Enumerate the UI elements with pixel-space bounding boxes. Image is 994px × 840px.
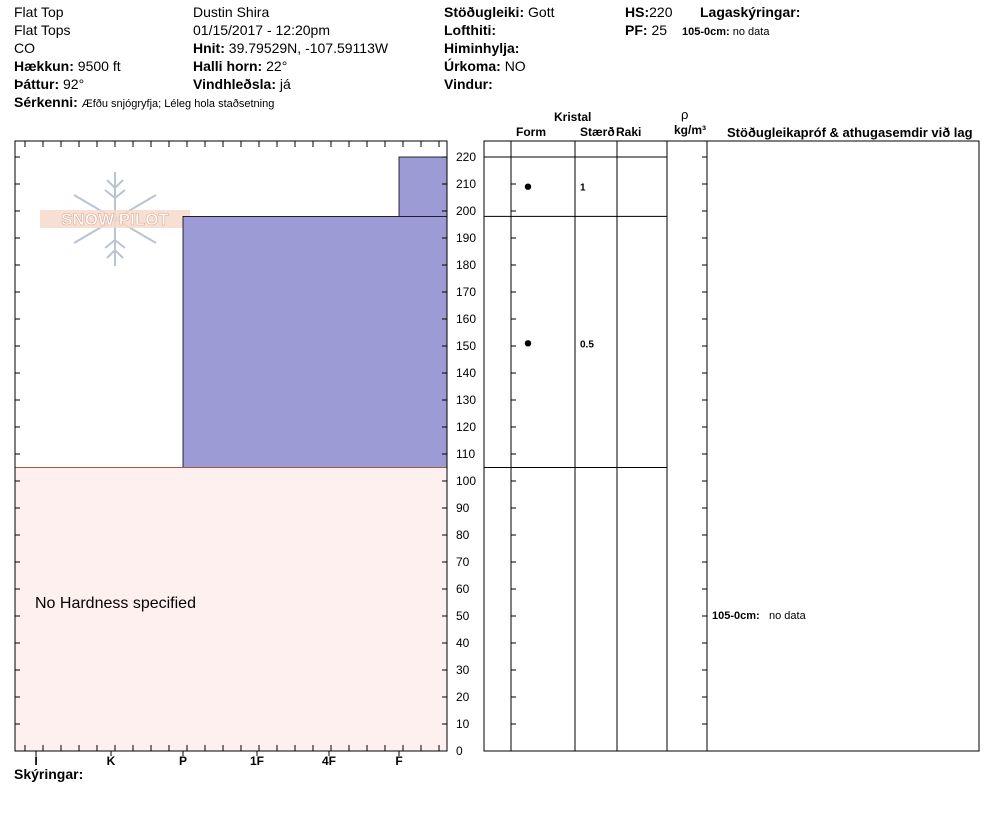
- hs-value: 220: [649, 4, 673, 20]
- depth-tick-label: 190: [456, 231, 476, 245]
- coords-value: 39.79529N, -107.59113W: [228, 40, 389, 56]
- observer: Dustin Shira: [193, 4, 270, 20]
- col-form: Form: [516, 125, 546, 139]
- depth-tick-label: 130: [456, 393, 476, 407]
- hardness-tick-label: 4F: [322, 754, 336, 768]
- slope-value: 22°: [266, 58, 288, 74]
- features: Sérkenni: Æfðu snjógryfja; Léleg hola st…: [14, 94, 274, 112]
- stability-label: Stöðugleiki:: [444, 4, 525, 20]
- layer-bar-0: [398, 156, 448, 217]
- depth-tick-label: 220: [456, 150, 476, 164]
- depth-tick-label: 60: [456, 582, 470, 596]
- depth-tick-label: 170: [456, 285, 476, 299]
- depth-tick-label: 30: [456, 663, 470, 677]
- depth-tick-label: 180: [456, 258, 476, 272]
- layer-note-text: no data: [732, 26, 770, 38]
- col-comments: Stöðugleikapróf & athugasemdir við lag: [727, 125, 973, 140]
- depth-tick-label: 90: [456, 501, 470, 515]
- hardness-tick-label: K: [107, 754, 116, 768]
- depth-tick-label: 160: [456, 312, 476, 326]
- col-size: Stærð: [580, 125, 615, 139]
- chart-axes: 0 10 20 30 40 50 60 70 80 90 100 110 120 130 140 150 160…: [14, 140, 476, 768]
- col-density-symbol: ρ: [681, 107, 689, 122]
- range: Flat Tops: [14, 22, 71, 38]
- layer-bars: [15, 156, 448, 751]
- precip: Úrkoma: NO: [444, 58, 526, 74]
- hardness-tick-label: F: [395, 754, 402, 768]
- layer-bar-1: [182, 215, 448, 468]
- depth-tick-label: 50: [456, 609, 470, 623]
- elevation-label: Hækkun:: [14, 58, 74, 74]
- depth-tick-label: 20: [456, 690, 470, 704]
- col-moisture: Raki: [616, 125, 642, 139]
- grain-form-1: [524, 340, 532, 347]
- layer-notes-label: Lagaskýringar:: [700, 4, 801, 20]
- layer-note-range: 105-0cm:: [682, 26, 730, 38]
- layer-bar-2: [15, 467, 447, 751]
- depth-tick-label: 70: [456, 555, 470, 569]
- hs-label: HS:: [625, 4, 650, 20]
- depth-tick-label: 120: [456, 420, 476, 434]
- pf-value: 25: [651, 22, 668, 38]
- hardness-frame: [14, 140, 448, 752]
- col-density-unit: kg/m³: [674, 123, 707, 137]
- precip-value: NO: [504, 58, 526, 74]
- wind-label: Vindur:: [444, 76, 493, 92]
- depth-tick-label: 150: [456, 339, 476, 353]
- air-temp-label: Lofthiti:: [444, 22, 497, 38]
- hardness-tick-label: P: [179, 754, 187, 768]
- depth-tick-label: 210: [456, 177, 476, 191]
- grain-form-0: [524, 183, 532, 190]
- wind-loading: Vindhleðsla: já: [193, 76, 291, 92]
- depth-tick-label: 0: [456, 744, 463, 758]
- wind-loading-label: Vindhleðsla:: [193, 76, 276, 92]
- elevation-value: 9500 ft: [77, 58, 121, 74]
- aspect-value: 92°: [63, 76, 85, 92]
- stability: Stöðugleiki: Gott: [444, 4, 554, 20]
- slope-label: Halli horn:: [193, 58, 263, 74]
- comment-text: no data: [769, 610, 807, 622]
- wind-loading-value: já: [279, 76, 291, 92]
- location: Flat Top: [14, 4, 64, 20]
- elevation: Hækkun: 9500 ft: [14, 58, 121, 74]
- table-frame: [483, 140, 980, 752]
- hs: HS:220: [625, 4, 672, 20]
- aspect-label: Þáttur:: [14, 76, 60, 92]
- depth-tick-label: 10: [456, 717, 470, 731]
- depth-tick-label: 110: [456, 447, 475, 461]
- depth-tick-label: 200: [456, 204, 476, 218]
- layer-note: 105-0cm: no data: [682, 24, 769, 40]
- precip-label: Úrkoma:: [444, 58, 501, 74]
- col-crystal: Kristal: [554, 110, 592, 124]
- depth-tick-label: 100: [456, 474, 476, 488]
- coords-label: Hnit:: [193, 40, 225, 56]
- features-value: Æfðu snjógryfja; Léleg hola staðsetning: [81, 98, 275, 110]
- coords: Hnit: 39.79529N, -107.59113W: [193, 40, 388, 56]
- grain-size-0: 1: [580, 183, 586, 194]
- datetime: 01/15/2017 - 12:20pm: [193, 22, 330, 38]
- aspect: Þáttur: 92°: [14, 76, 84, 92]
- features-label: Sérkenni:: [14, 94, 78, 110]
- sky-label: Himinhylja:: [444, 40, 520, 56]
- slope: Halli horn: 22°: [193, 58, 287, 74]
- pf-label: PF:: [625, 22, 648, 38]
- depth-tick-label: 140: [456, 366, 476, 380]
- pf: PF: 25: [625, 22, 667, 38]
- depth-tick-label: 80: [456, 528, 470, 542]
- notes-label: Skýringar:: [14, 766, 84, 782]
- grain-size-1: 0.5: [580, 339, 594, 350]
- hardness-tick-label: 1F: [250, 754, 264, 768]
- state: CO: [14, 40, 35, 56]
- no-hardness-text: No Hardness specified: [35, 595, 196, 612]
- hardness-tick-label: I: [34, 754, 37, 768]
- stability-value: Gott: [528, 4, 555, 20]
- logo-text: SNOW PILOT: [61, 210, 169, 229]
- depth-tick-label: 40: [456, 636, 470, 650]
- comment-range: 105-0cm:: [712, 610, 760, 622]
- snowpilot-logo: SNOW PILOT: [40, 172, 190, 266]
- crystal-table: 10.5: [483, 140, 980, 752]
